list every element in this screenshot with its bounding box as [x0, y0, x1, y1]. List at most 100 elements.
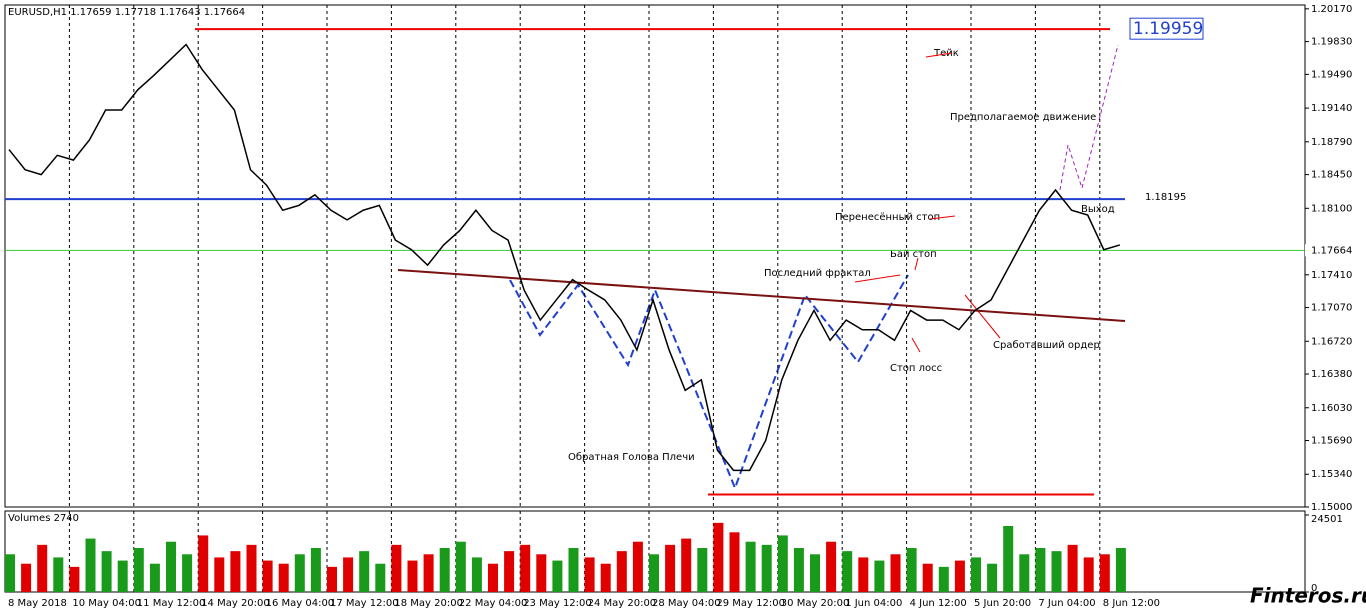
y-tick-label: 1.15000 — [1311, 502, 1352, 513]
volume-bar — [246, 544, 257, 592]
x-tick-label: 4 Jun 12:00 — [910, 598, 967, 609]
volume-bar — [938, 566, 949, 592]
volume-bar — [1083, 557, 1094, 592]
volume-bar — [1003, 526, 1014, 592]
volume-bar — [842, 551, 853, 592]
volume-bar — [954, 560, 965, 592]
y-tick-label: 0 — [1311, 583, 1317, 594]
x-tick-label: 24 May 20:00 — [588, 598, 657, 609]
volume-bar — [230, 551, 241, 592]
x-tick-label: 23 May 12:00 — [523, 598, 592, 609]
volume-bar — [713, 522, 724, 592]
annotation: Бай стоп — [890, 249, 937, 260]
volume-bar — [1051, 551, 1062, 592]
volume-bar — [858, 557, 869, 592]
x-tick-label: 18 May 20:00 — [394, 598, 463, 609]
x-tick-label: 14 May 20:00 — [201, 598, 270, 609]
watermark: Finteros.ru — [1250, 584, 1366, 608]
annotation: Последний фрактал — [764, 268, 871, 279]
annotation: Предполагаемое движение — [950, 112, 1096, 123]
volume-bar — [777, 535, 788, 592]
y-tick-label: 1.18100 — [1311, 203, 1352, 214]
x-tick-label: 10 May 04:00 — [72, 598, 141, 609]
volume-bar — [552, 560, 563, 592]
volume-bar — [1099, 554, 1110, 592]
volume-bar — [874, 560, 885, 592]
y-tick-label: 1.18790 — [1311, 137, 1352, 148]
y-tick-label: 1.17410 — [1311, 270, 1352, 281]
x-tick-label: 5 Jun 20:00 — [974, 598, 1031, 609]
volume-bar — [971, 557, 981, 592]
x-tick-label: 22 May 04:00 — [459, 598, 528, 609]
x-tick-label: 8 May 2018 — [8, 598, 67, 609]
annotation: Выход — [1081, 204, 1115, 215]
y-tick-label: 1.16030 — [1311, 403, 1352, 414]
price-tag — [1305, 244, 1363, 257]
volume-bar — [600, 563, 611, 592]
annotation: Перенесённый стоп — [835, 212, 940, 223]
y-tick-label: 24501 — [1311, 514, 1343, 525]
volume-bar — [632, 541, 643, 592]
y-tick-label: 1.15340 — [1311, 469, 1352, 480]
volume-bar — [649, 554, 659, 592]
volume-bar — [471, 557, 482, 592]
y-tick-label: 1.16380 — [1311, 369, 1352, 380]
x-tick-label: 29 May 12:00 — [716, 598, 785, 609]
volume-title: Volumes 2740 — [8, 513, 79, 524]
volume-bar — [5, 554, 15, 592]
x-tick-label: 7 Jun 04:00 — [1038, 598, 1095, 609]
take-label-box — [1129, 17, 1204, 40]
price-tag-label: 1.17664 — [1311, 245, 1352, 256]
volume-bar — [906, 548, 917, 592]
y-tick-label: 1.18450 — [1311, 170, 1352, 181]
annotation: Сработавший ордер — [993, 340, 1100, 351]
volume-bar — [826, 541, 837, 592]
y-tick-label: 1.16720 — [1311, 336, 1352, 347]
x-tick-label: 1 Jun 04:00 — [845, 598, 902, 609]
volume-bar — [520, 544, 531, 592]
volume-bar — [359, 551, 370, 592]
volume-bar — [149, 563, 160, 592]
volume-bar — [536, 554, 547, 592]
volume-bar — [987, 563, 998, 592]
arrows — [854, 52, 1001, 353]
volume-bar — [133, 548, 144, 592]
volume-bar — [439, 548, 450, 592]
volume-bar — [810, 554, 820, 592]
volume-bar — [198, 535, 209, 592]
volume-bar — [1115, 548, 1126, 592]
volume-bar — [1067, 544, 1078, 592]
volume-bar — [182, 554, 193, 592]
x-tick-label: 11 May 12:00 — [137, 598, 206, 609]
annotation: Стоп лосс — [890, 363, 942, 374]
volume-bar — [793, 548, 804, 592]
y-tick-label: 1.15690 — [1311, 436, 1352, 447]
volume-bar — [214, 557, 225, 592]
volume-bar — [455, 541, 466, 592]
volume-bar — [890, 554, 901, 592]
volume-bar — [407, 560, 418, 592]
volume-bar — [310, 548, 321, 592]
volume-bar — [85, 538, 96, 592]
volume-bar — [327, 566, 337, 592]
trendline — [397, 268, 1126, 323]
volume-bar — [166, 541, 176, 592]
y-tick-label: 1.17070 — [1311, 303, 1352, 314]
volume-bar — [504, 551, 515, 592]
volume-bar — [117, 560, 128, 592]
volume-bar — [37, 544, 48, 592]
volume-bar — [665, 544, 676, 592]
volume-bar — [69, 566, 80, 592]
annotation: Обратная Голова Плечи — [568, 452, 695, 463]
volume-bar — [53, 557, 64, 592]
volume-bar — [262, 560, 273, 592]
volume-bar — [343, 557, 354, 592]
header: EURUSD,H1 1.17659 1.17718 1.17643 1.1766… — [8, 7, 245, 18]
price-line — [8, 43, 1121, 472]
volume-bar — [745, 541, 756, 592]
volume-bar — [697, 548, 708, 592]
pattern-zigzag — [509, 274, 909, 491]
volume-bar — [568, 548, 579, 592]
volume-bar — [616, 551, 627, 592]
x-tick-label: 8 Jun 12:00 — [1103, 598, 1160, 609]
